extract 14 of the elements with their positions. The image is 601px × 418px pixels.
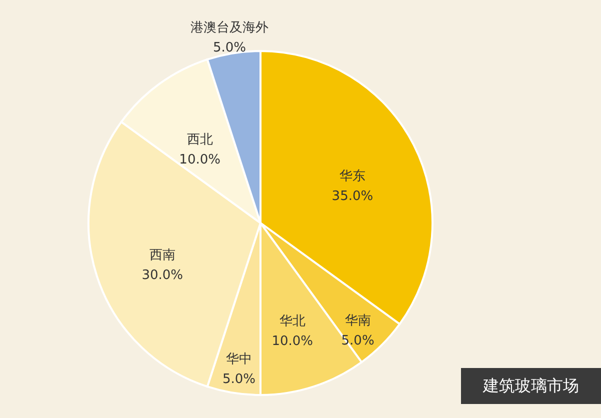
data-label: 5.0% xyxy=(213,40,246,56)
data-label: 35.0% xyxy=(332,189,374,204)
data-label: 30.0% xyxy=(142,268,184,283)
text: 建筑玻璃市场 xyxy=(482,376,579,395)
slice-label: 西北 xyxy=(186,132,213,148)
data-label: 10.0% xyxy=(179,152,220,168)
slice-label: 港澳台及海外 xyxy=(190,20,269,36)
slice-label: 华东 xyxy=(339,169,366,184)
data-label: 10.0% xyxy=(272,334,314,350)
slice-label: 西南 xyxy=(149,248,176,263)
slice-label: 华南 xyxy=(344,313,371,328)
slice-label: 华中 xyxy=(226,352,252,367)
slice-label: 华北 xyxy=(279,314,306,330)
data-label: 5.0% xyxy=(222,372,256,387)
